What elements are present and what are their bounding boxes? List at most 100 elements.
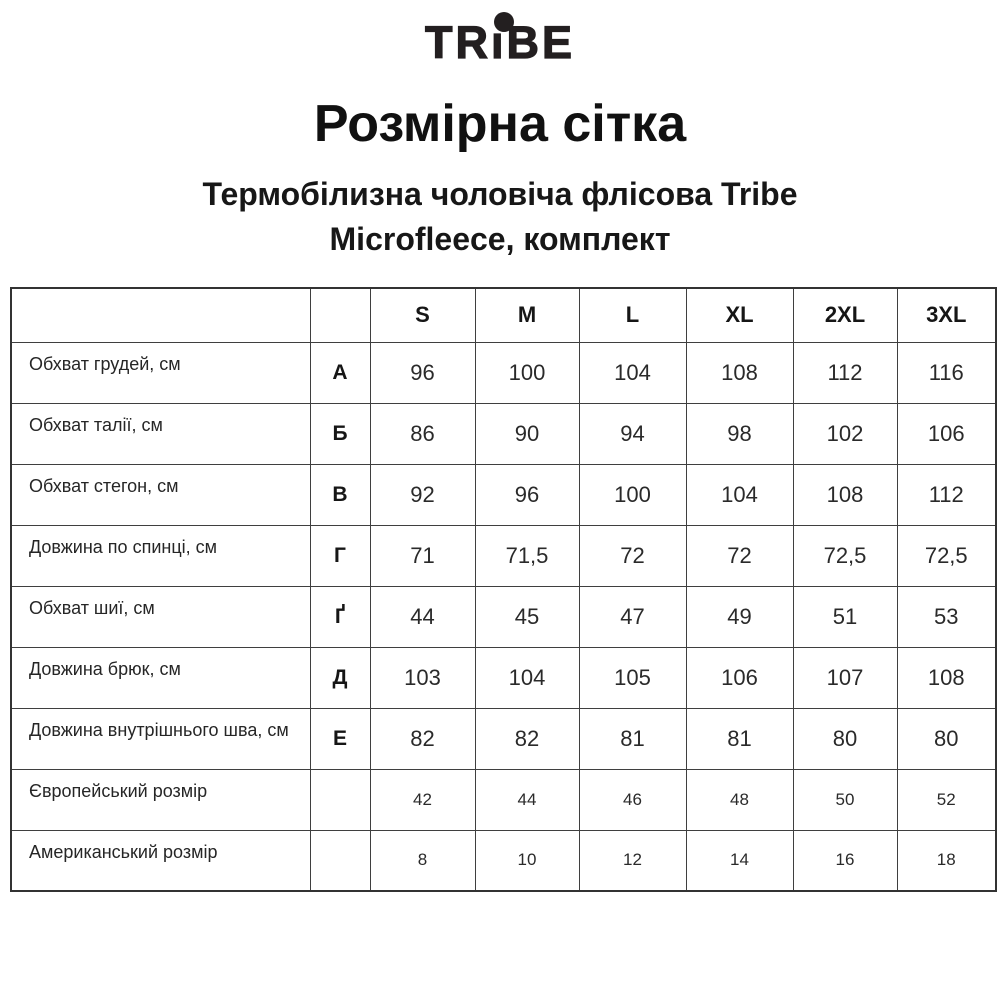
value-cell: 42 [369,768,476,831]
value-cell: 102 [792,402,898,465]
value-cell: 107 [792,646,898,709]
value-cell: 112 [792,341,898,404]
table-row-chest: Обхват грудей, см А 96 100 104 108 112 1… [10,341,997,404]
size-header-cell: L [578,287,687,343]
value-cell: 92 [369,463,476,526]
row-label-cell: Обхват талії, см [10,402,311,465]
row-label-cell: Довжина внутрішнього шва, см [10,707,311,770]
value-cell: 104 [578,341,687,404]
product-subtitle: Термобілизна чоловіча флісова Tribe Micr… [0,172,1000,262]
value-cell: 104 [685,463,794,526]
value-cell: 52 [896,768,997,831]
value-cell: 104 [474,646,580,709]
value-cell: 71,5 [474,524,580,587]
value-cell: 112 [896,463,997,526]
value-cell: 10 [474,829,580,892]
value-cell: 50 [792,768,898,831]
value-cell: 105 [578,646,687,709]
value-cell: 44 [369,585,476,648]
size-header-cell: 2XL [792,287,898,343]
logo-text-left: TR [424,16,491,68]
size-header-row: S M L XL 2XL 3XL [10,287,997,343]
size-header-cell: 3XL [896,287,997,343]
empty-code-header-cell [309,287,371,343]
value-cell: 18 [896,829,997,892]
value-cell: 82 [474,707,580,770]
value-cell: 98 [685,402,794,465]
row-code-cell: Г [309,524,371,587]
row-label-cell: Обхват стегон, см [10,463,311,526]
value-cell: 48 [685,768,794,831]
row-code-cell: Е [309,707,371,770]
product-subtitle-line2: Microfleece, комплект [329,221,671,257]
value-cell: 72,5 [792,524,898,587]
table-row-hips: Обхват стегон, см В 92 96 100 104 108 11… [10,463,997,526]
value-cell: 80 [896,707,997,770]
row-code-cell [309,768,371,831]
page-title: Розмірна сітка [313,95,687,153]
value-cell: 108 [685,341,794,404]
value-cell: 72,5 [896,524,997,587]
value-cell: 44 [474,768,580,831]
value-cell: 47 [578,585,687,648]
table-row-eu-size: Європейський розмір 42 44 46 48 50 52 [10,768,997,831]
value-cell: 94 [578,402,687,465]
value-cell: 49 [685,585,794,648]
table-row-pants-length: Довжина брюк, см Д 103 104 105 106 107 1… [10,646,997,709]
value-cell: 116 [896,341,997,404]
value-cell: 72 [685,524,794,587]
size-header-cell: S [369,287,476,343]
size-header-cell: XL [685,287,794,343]
table-row-back-length: Довжина по спинці, см Г 71 71,5 72 72 72… [10,524,997,587]
value-cell: 14 [685,829,794,892]
value-cell: 71 [369,524,476,587]
row-code-cell [309,829,371,892]
row-label-cell: Американський розмір [10,829,311,892]
value-cell: 106 [685,646,794,709]
row-label-cell: Довжина брюк, см [10,646,311,709]
product-subtitle-line1: Термобілизна чоловіча флісова Tribe [202,176,798,212]
logo-i-dot-icon [494,12,514,32]
value-cell: 90 [474,402,580,465]
row-label-cell: Обхват шиї, см [10,585,311,648]
value-cell: 46 [578,768,687,831]
value-cell: 81 [578,707,687,770]
table-row-us-size: Американський розмір 8 10 12 14 16 18 [10,829,997,892]
value-cell: 45 [474,585,580,648]
value-cell: 108 [896,646,997,709]
row-label-cell: Обхват грудей, см [10,341,311,404]
value-cell: 51 [792,585,898,648]
value-cell: 8 [369,829,476,892]
value-cell: 108 [792,463,898,526]
row-label-cell: Європейський розмір [10,768,311,831]
value-cell: 82 [369,707,476,770]
size-table: S M L XL 2XL 3XL Обхват грудей, см А 96 … [10,287,997,892]
empty-corner-cell [10,287,311,343]
size-header-cell: M [474,287,580,343]
value-cell: 72 [578,524,687,587]
row-code-cell: Б [309,402,371,465]
table-row-waist: Обхват талії, см Б 86 90 94 98 102 106 [10,402,997,465]
value-cell: 106 [896,402,997,465]
value-cell: 96 [369,341,476,404]
value-cell: 16 [792,829,898,892]
row-code-cell: А [309,341,371,404]
value-cell: 100 [474,341,580,404]
row-label-cell: Довжина по спинці, см [10,524,311,587]
logo-text-right: BE [506,16,576,68]
value-cell: 81 [685,707,794,770]
value-cell: 86 [369,402,476,465]
table-row-neck: Обхват шиї, см Ґ 44 45 47 49 51 53 [10,585,997,648]
value-cell: 12 [578,829,687,892]
tribe-logo: TRıBE [0,12,1000,74]
value-cell: 80 [792,707,898,770]
table-row-inseam: Довжина внутрішнього шва, см Е 82 82 81 … [10,707,997,770]
value-cell: 96 [474,463,580,526]
row-code-cell: Ґ [309,585,371,648]
row-code-cell: Д [309,646,371,709]
value-cell: 100 [578,463,687,526]
row-code-cell: В [309,463,371,526]
value-cell: 103 [369,646,476,709]
value-cell: 53 [896,585,997,648]
